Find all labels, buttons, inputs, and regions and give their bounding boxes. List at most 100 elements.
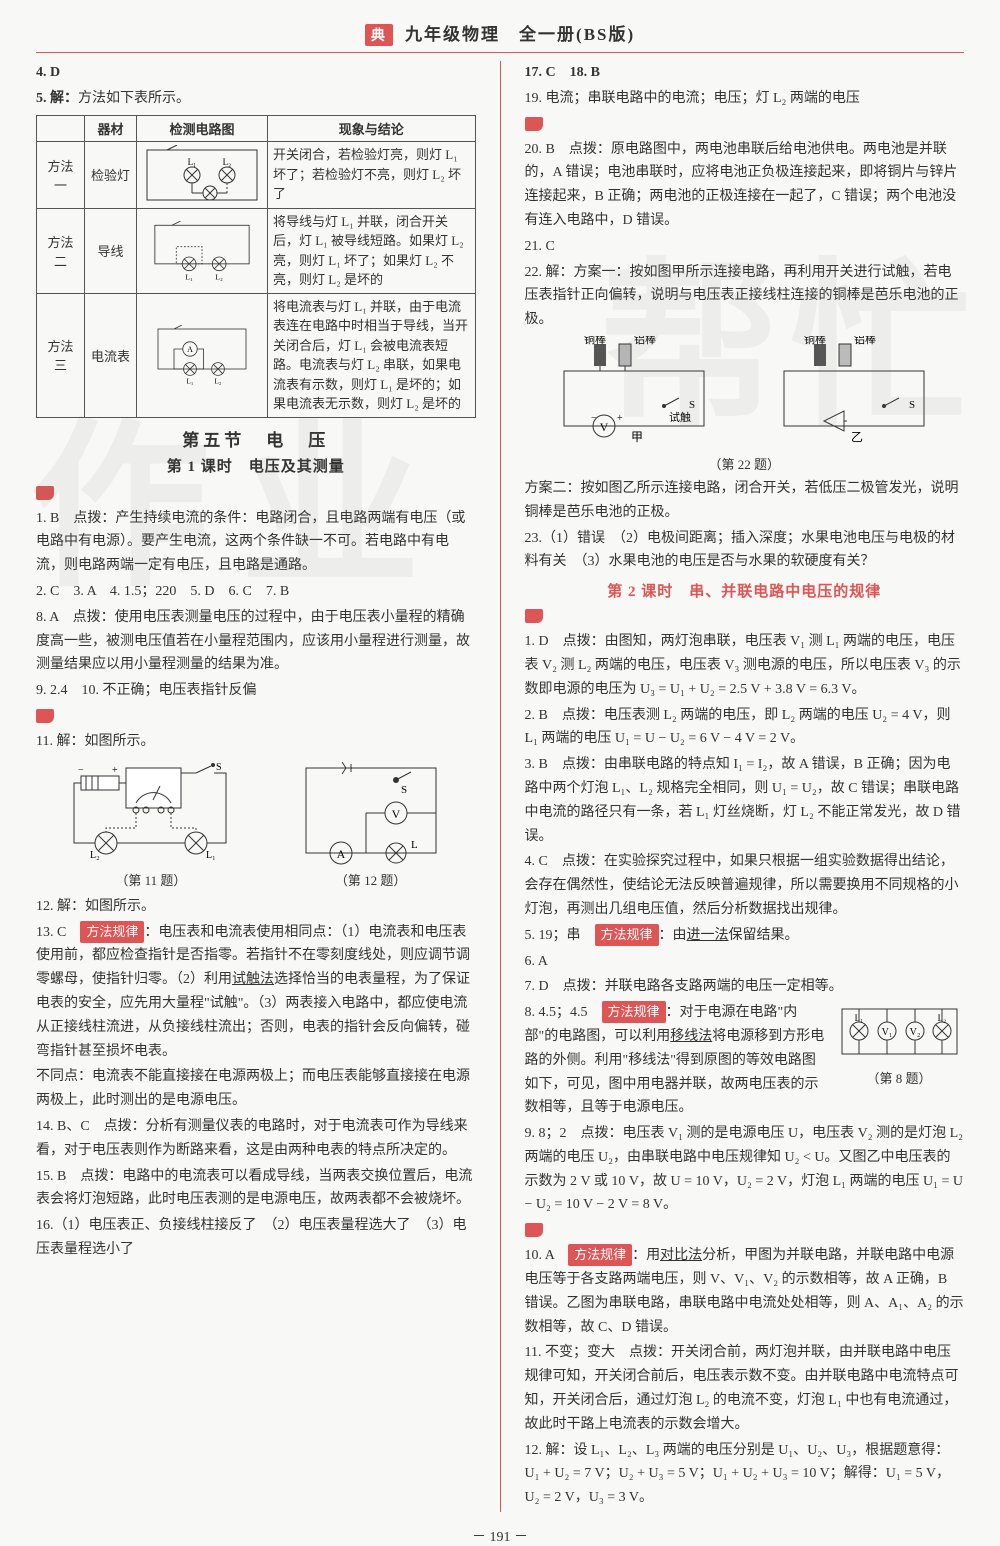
svg-text:V: V: [600, 420, 609, 434]
answer-13b: 不同点：电流表不能直接接在电源两极上；而电压表能够直接接在电源两极上，此时测出的…: [36, 1065, 476, 1113]
figure-22-right: 铜棒 铝棒 S 乙: [769, 336, 939, 448]
svg-text:−: −: [78, 765, 84, 776]
svg-text:S: S: [216, 762, 222, 773]
svg-text:L₁: L₁: [185, 272, 193, 281]
answer-21: 21. C: [525, 235, 965, 259]
answer-1b: 1. B 点拨：产生持续电流的条件：电路闭合，且电路两端有电压（或电路中有电源）…: [36, 507, 476, 578]
section-5-title: 第五节 电 压: [36, 426, 476, 451]
section-marker-icon: [36, 486, 54, 500]
figure-22-caption: （第 22 题）: [525, 454, 965, 473]
figure-8-caption: （第 8 题）: [866, 1071, 931, 1086]
row3-equip: 电流表: [85, 293, 137, 417]
r-q5: 5. 19；串 方法规律：由进一法保留结果。: [525, 924, 965, 948]
lesson-2-title: 第 2 课时 串、并联电路中电压的规律: [525, 580, 965, 601]
r-q3: 3. B 点拨：由串联电路的特点知 I₁ = I₂，故 A 错误，B 正确；因为…: [525, 753, 965, 848]
answer-2-7: 2. C 3. A 4. 1.5；220 5. D 6. C 7. B: [36, 580, 476, 604]
answer-13: 13. C 方法规律：电压表和电流表使用相同点：（1）电流表和电压表使用前，都应…: [36, 921, 476, 1064]
left-column: 4. D 5. 解：5. 解：方法如下表所示。方法如下表所示。 器材 检测电路图…: [36, 61, 476, 1512]
figure-22-left: 铜棒 铝棒 V −+ 试触 S 甲: [549, 336, 719, 448]
answer-23: 23.（1）错误 （2）电极间距离；插入深度；水果电池电压与电极的材料有关 （3…: [525, 527, 965, 575]
row3-desc: 将电流表与灯 L₁ 并联，由于电流表连在电路中时相当于导线，当开关闭合后，灯 L…: [268, 293, 476, 417]
svg-text:L₁: L₁: [188, 157, 197, 167]
svg-text:S: S: [909, 399, 915, 411]
r-q9: 9. 8；2 点拨：电压表 V₁ 测的是电源电压 U，电压表 V₂ 测的是灯泡 …: [525, 1122, 965, 1217]
svg-text:V₁: V₁: [881, 1027, 892, 1038]
r-q8: 8. 4.5；4.5 方法规律：对于电源在电路"内部"的电路图，可以利用移线法将…: [525, 1001, 827, 1120]
svg-text:L₂: L₂: [223, 157, 232, 167]
row2-method: 方法二: [37, 208, 85, 293]
section-marker-icon: [525, 117, 543, 131]
figure-11: + − L₂ L₁ S （第 11 题）: [66, 758, 236, 889]
header-logo: 典: [365, 24, 393, 46]
section-marker-icon: [525, 609, 543, 623]
answer-19: 19. 电流；串联电路中的电流；电压；灯 L₂ 两端的电压: [525, 87, 965, 111]
methods-table: 器材 检测电路图 现象与结论 方法一 检验灯 L₁ L₂: [36, 115, 476, 418]
r-q10: 10. A 方法规律：用对比法分析，甲图为并联电路，并联电路中电源电压等于各支路…: [525, 1244, 965, 1339]
th-result: 现象与结论: [268, 115, 476, 141]
th-circuit: 检测电路图: [137, 115, 268, 141]
method-badge: 方法规律: [568, 1244, 632, 1266]
answer-22b: 方案二：按如图乙所示连接电路，闭合开关，若低压二极管发光，说明铜棒是芭乐电池的正…: [525, 477, 965, 525]
r-q1: 1. D 点拨：由图知，两灯泡串联，电压表 V₁ 测 L₁ 两端的电压，电压表 …: [525, 630, 965, 701]
lesson-1-title: 第 1 课时 电压及其测量: [36, 455, 476, 476]
figure-11-caption: （第 11 题）: [115, 873, 186, 888]
svg-text:L₂: L₂: [215, 272, 223, 281]
method-badge: 方法规律: [80, 921, 144, 943]
row1-method: 方法一: [37, 141, 85, 208]
section-marker-icon: [525, 1223, 543, 1237]
svg-text:+: +: [617, 413, 623, 424]
svg-text:A: A: [336, 847, 345, 861]
svg-text:V₂: V₂: [909, 1027, 920, 1038]
row3-circuit: L₁ L₂ A: [137, 293, 268, 417]
figure-12-caption: （第 12 题）: [335, 873, 407, 888]
answer-8: 8. A 点拨：使用电压表测量电压的过程中，由于电压表小量程的精确度高一些，被测…: [36, 606, 476, 677]
method-badge: 方法规律: [602, 1001, 666, 1023]
right-column: 17. C 18. B 19. 电流；串联电路中的电流；电压；灯 L₂ 两端的电…: [525, 61, 965, 1512]
answer-20: 20. B 点拨：原电路图中，两电池串联后给电池供电。两电池是并联的，A 错误；…: [525, 138, 965, 233]
answer-16: 16.（1）电压表正、负接线柱接反了 （2）电压表量程选大了 （3）电压表量程选…: [36, 1214, 476, 1262]
r-q12: 12. 解：设 L₁、L₂、L₃ 两端的电压分别是 U₁、U₂、U₃，根据题意得…: [525, 1439, 965, 1510]
answer-11: 11. 解：如图所示。: [36, 730, 476, 754]
svg-text:S: S: [689, 399, 695, 411]
svg-text:铜棒: 铜棒: [804, 336, 826, 346]
th-equipment: 器材: [85, 115, 137, 141]
r-q4: 4. C 点拨：在实验探究过程中，如果只根据一组实验数据得出结论，会存在偶然性，…: [525, 850, 965, 921]
header-title: 九年级物理 全一册(BS版): [405, 25, 635, 44]
svg-text:甲: 甲: [631, 430, 643, 444]
answer-4: 4. D: [36, 61, 476, 85]
svg-text:铝棒: 铝棒: [634, 336, 656, 346]
svg-text:试触: 试触: [669, 410, 691, 424]
figure-8: L₁ V₁ V₂ L₂ （第 8 题）: [834, 1001, 964, 1087]
svg-text:乙: 乙: [851, 430, 863, 444]
answer-12: 12. 解：如图所示。: [36, 895, 476, 919]
page-number: － 191 －: [36, 1526, 964, 1546]
answer-17-18: 17. C 18. B: [525, 61, 965, 85]
answer-15: 15. B 点拨：电路中的电流表可以看成导线，当两表交换位置后，电流表会将灯泡短…: [36, 1165, 476, 1213]
row1-equip: 检验灯: [85, 141, 137, 208]
r-q11: 11. 不变；变大 点拨：开关闭合前，两灯泡并联，由并联电路中电压规律可知，开关…: [525, 1341, 965, 1436]
row2-desc: 将导线与灯 L₁ 并联，闭合开关后，灯 L₁ 被导线短路。如果灯 L₂ 亮，则灯…: [268, 208, 476, 293]
svg-text:S: S: [401, 784, 407, 796]
r-q2: 2. B 点拨：电压表测 L₂ 两端的电压，即 L₂ 两端的电压 U₂ = 4 …: [525, 704, 965, 752]
answer-5: 5. 解：5. 解：方法如下表所示。方法如下表所示。: [36, 87, 476, 111]
svg-text:+: +: [112, 765, 118, 776]
svg-text:L₁: L₁: [206, 850, 216, 861]
svg-text:L₂: L₂: [90, 850, 100, 861]
svg-text:L: L: [411, 839, 418, 851]
svg-text:L₁: L₁: [187, 377, 194, 385]
answer-14: 14. B、C 点拨：分析有测量仪表的电路时，对于电流表可作为导线来看，对于电压…: [36, 1115, 476, 1163]
svg-text:A: A: [187, 345, 193, 354]
svg-text:V: V: [391, 807, 400, 821]
svg-text:−: −: [591, 413, 597, 424]
r-q7: 7. D 点拨：并联电路各支路两端的电压一定相等。: [525, 975, 965, 999]
row2-circuit: L₁ L₂: [137, 208, 268, 293]
answer-9-10: 9. 2.4 10. 不正确；电压表指针反偏: [36, 679, 476, 703]
figure-12: S V L A （第 12 题）: [296, 758, 446, 889]
page-header: 典 九年级物理 全一册(BS版): [36, 20, 964, 53]
answer-22a: 22. 解：方案一：按如图甲所示连接电路，再利用开关进行试触，若电压表指针正向偏…: [525, 261, 965, 332]
row2-equip: 导线: [85, 208, 137, 293]
row1-circuit: L₁ L₂: [137, 141, 268, 208]
svg-text:铝棒: 铝棒: [854, 336, 876, 346]
svg-text:L₂: L₂: [215, 377, 222, 385]
row3-method: 方法三: [37, 293, 85, 417]
